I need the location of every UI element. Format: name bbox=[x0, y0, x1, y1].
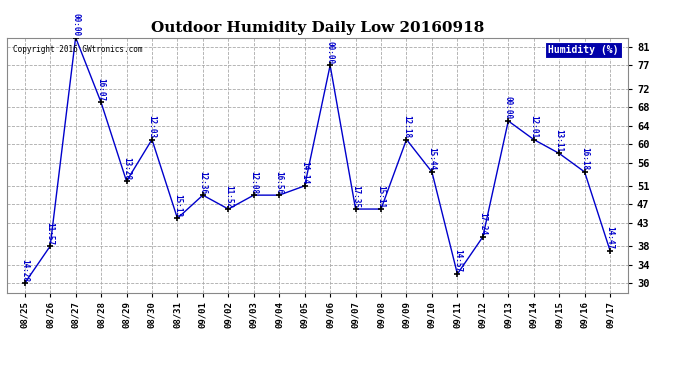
Text: 17:24: 17:24 bbox=[478, 212, 487, 236]
Text: 14:14: 14:14 bbox=[300, 161, 309, 184]
Text: 17:35: 17:35 bbox=[351, 184, 360, 208]
Text: 15:13: 15:13 bbox=[173, 194, 182, 217]
Text: 15:11: 15:11 bbox=[377, 184, 386, 208]
Text: 16:18: 16:18 bbox=[580, 147, 589, 171]
Text: 13:11: 13:11 bbox=[555, 129, 564, 152]
Text: Humidity (%): Humidity (%) bbox=[548, 45, 618, 55]
Text: 11:57: 11:57 bbox=[46, 222, 55, 245]
Text: 12:08: 12:08 bbox=[249, 171, 258, 194]
Text: 13:28: 13:28 bbox=[122, 157, 131, 180]
Text: 16:56: 16:56 bbox=[275, 171, 284, 194]
Text: 14:28: 14:28 bbox=[20, 259, 29, 282]
Text: 14:57: 14:57 bbox=[453, 249, 462, 273]
Text: 15:44: 15:44 bbox=[427, 147, 437, 171]
Text: 11:52: 11:52 bbox=[224, 184, 233, 208]
Text: 16:07: 16:07 bbox=[97, 78, 106, 101]
Text: 12:36: 12:36 bbox=[198, 171, 208, 194]
Text: Copyright 2016 GWtronics.com: Copyright 2016 GWtronics.com bbox=[13, 45, 143, 54]
Text: 12:03: 12:03 bbox=[148, 115, 157, 138]
Text: 12:18: 12:18 bbox=[402, 115, 411, 138]
Text: 00:00: 00:00 bbox=[71, 13, 80, 36]
Title: Outdoor Humidity Daily Low 20160918: Outdoor Humidity Daily Low 20160918 bbox=[150, 21, 484, 35]
Text: 00:00: 00:00 bbox=[326, 41, 335, 64]
Text: 12:01: 12:01 bbox=[529, 115, 538, 138]
Text: 14:47: 14:47 bbox=[606, 226, 615, 249]
Text: 00:00: 00:00 bbox=[504, 96, 513, 120]
